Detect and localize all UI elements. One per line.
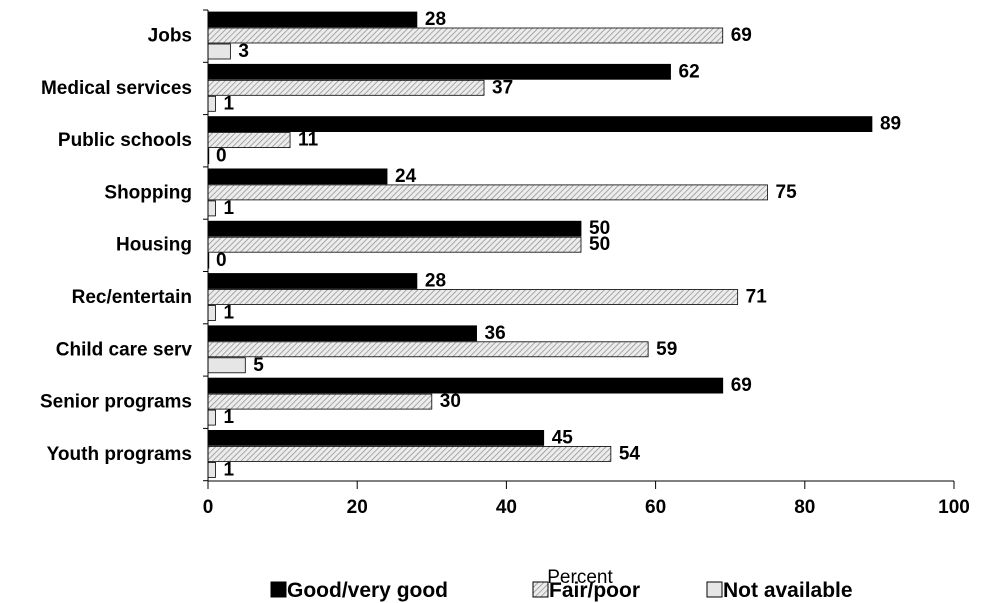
- category-label-rec-entertain: Rec/entertain: [72, 287, 192, 308]
- category-label-shopping: Shopping: [104, 182, 192, 203]
- data-label-not-available-public-schools: 0: [216, 146, 227, 167]
- bar-fair-poor-jobs: [207, 27, 724, 44]
- category-label-medical-services: Medical services: [41, 78, 192, 99]
- data-label-fair-poor-public-schools: 11: [298, 130, 319, 151]
- data-label-fair-poor-medical-services: 37: [492, 77, 513, 98]
- data-label-fair-poor-youth-programs: 54: [619, 443, 641, 464]
- data-label-not-available-jobs: 3: [238, 41, 249, 62]
- x-axis-ticks: 0 20 40 60 80 100: [203, 481, 970, 518]
- bar-good-very-good-housing: [207, 220, 582, 237]
- data-label-fair-poor-housing: 50: [589, 234, 610, 255]
- legend-swatch-not-available: [706, 581, 723, 598]
- data-label-good-very-good-senior-programs: 69: [731, 375, 752, 396]
- bar-good-very-good-child-care-serv: [207, 325, 477, 342]
- bar-not-available-rec-entertain: [207, 305, 216, 321]
- bars-layer: [207, 11, 873, 478]
- data-label-fair-poor-child-care-serv: 59: [656, 339, 677, 360]
- data-label-fair-poor-shopping: 75: [776, 182, 798, 203]
- bar-fair-poor-rec-entertain: [207, 289, 739, 305]
- data-label-fair-poor-jobs: 69: [731, 25, 752, 46]
- bar-good-very-good-jobs: [207, 11, 418, 28]
- axes: [203, 9, 954, 482]
- data-label-not-available-shopping: 1: [223, 198, 234, 219]
- legend-label-not-available: Not available: [723, 579, 853, 602]
- data-label-good-very-good-shopping: 24: [395, 166, 417, 187]
- bar-not-available-medical-services: [207, 95, 216, 112]
- data-label-good-very-good-rec-entertain: 28: [425, 271, 446, 292]
- data-label-good-very-good-jobs: 28: [425, 9, 446, 30]
- x-axis-title: Percent: [547, 567, 613, 588]
- data-label-fair-poor-rec-entertain: 71: [746, 287, 768, 308]
- x-tick-label-60: 60: [645, 497, 666, 518]
- category-label-public-schools: Public schools: [58, 130, 192, 151]
- data-label-good-very-good-youth-programs: 45: [552, 427, 574, 448]
- bar-fair-poor-shopping: [207, 184, 768, 201]
- legend: Good/very good Fair/poor Not available: [270, 579, 853, 602]
- legend-label-fair-poor: Fair/poor: [549, 579, 640, 602]
- data-label-good-very-good-medical-services: 62: [679, 61, 700, 82]
- x-tick-label-100: 100: [938, 497, 970, 518]
- data-label-not-available-housing: 0: [216, 250, 227, 271]
- x-tick-label-40: 40: [496, 497, 517, 518]
- legend-label-good-very-good: Good/very good: [287, 579, 448, 602]
- bar-fair-poor-child-care-serv: [207, 341, 649, 358]
- value-labels: 2869362371891102475150500287113659569301…: [216, 9, 901, 480]
- bar-good-very-good-senior-programs: [207, 377, 724, 394]
- bar-fair-poor-housing: [207, 236, 582, 253]
- category-labels: Jobs Medical services Public schools Shoppi…: [40, 26, 192, 465]
- bar-not-available-youth-programs: [207, 461, 216, 478]
- data-label-good-very-good-housing: 50: [589, 218, 610, 239]
- data-label-not-available-medical-services: 1: [223, 93, 234, 114]
- bar-fair-poor-youth-programs: [207, 445, 612, 462]
- legend-swatch-good-very-good: [270, 581, 287, 598]
- bar-good-very-good-rec-entertain: [207, 273, 418, 289]
- x-tick-label-20: 20: [347, 497, 368, 518]
- category-label-senior-programs: Senior programs: [40, 392, 192, 413]
- bar-good-very-good-youth-programs: [207, 429, 545, 446]
- data-label-good-very-good-child-care-serv: 36: [485, 323, 506, 344]
- category-label-child-care-serv: Child care serv: [56, 339, 193, 360]
- category-label-jobs: Jobs: [148, 26, 192, 47]
- x-tick-label-0: 0: [203, 497, 214, 518]
- bar-fair-poor-senior-programs: [207, 393, 433, 410]
- data-label-not-available-child-care-serv: 5: [253, 355, 264, 376]
- data-label-not-available-rec-entertain: 1: [223, 303, 234, 324]
- x-tick-label-80: 80: [794, 497, 815, 518]
- bar-not-available-child-care-serv: [207, 357, 246, 374]
- bar-not-available-shopping: [207, 200, 216, 217]
- legend-swatch-fair-poor: [532, 581, 549, 598]
- category-label-youth-programs: Youth programs: [47, 444, 192, 465]
- bar-not-available-jobs: [207, 43, 231, 60]
- data-label-not-available-senior-programs: 1: [223, 407, 234, 428]
- category-label-housing: Housing: [116, 235, 192, 256]
- bar-fair-poor-medical-services: [207, 79, 485, 96]
- data-label-fair-poor-senior-programs: 30: [440, 391, 461, 412]
- bar-good-very-good-medical-services: [207, 63, 671, 80]
- bar-not-available-senior-programs: [207, 409, 216, 426]
- bar-good-very-good-shopping: [207, 168, 388, 185]
- data-label-good-very-good-public-schools: 89: [880, 114, 901, 135]
- data-label-not-available-youth-programs: 1: [223, 459, 234, 480]
